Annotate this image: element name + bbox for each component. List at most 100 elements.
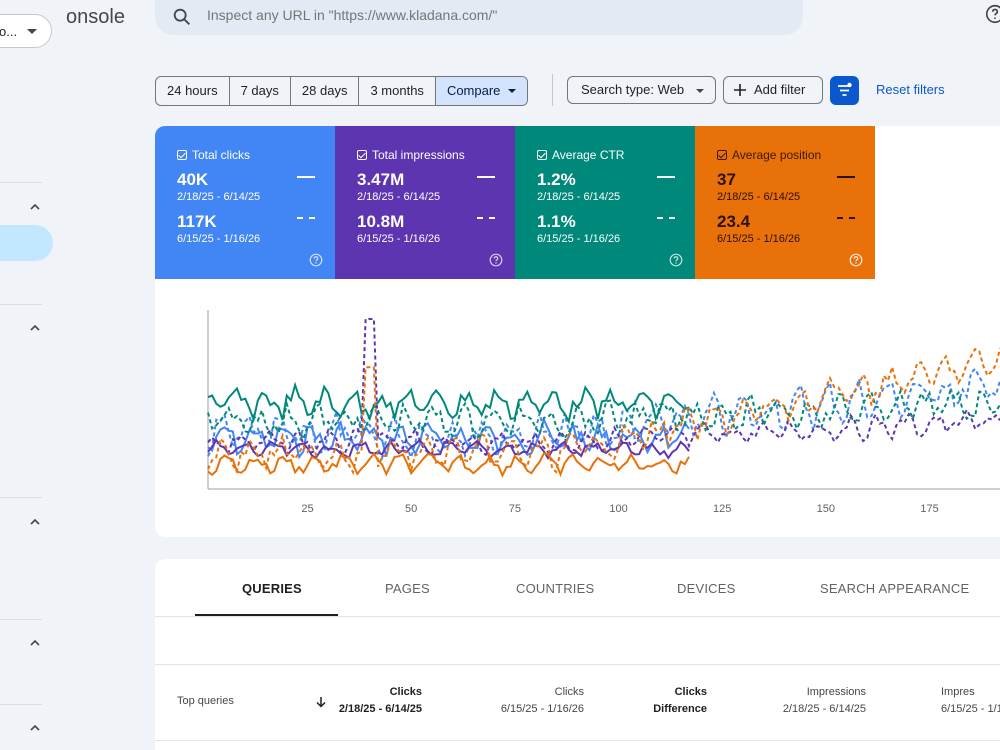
metric-range-current: 2/18/25 - 6/14/25: [357, 191, 441, 203]
solid-line-legend: [477, 176, 495, 178]
series-line: [207, 451, 690, 478]
solid-line-legend: [297, 176, 315, 178]
column-header-label: Clicks: [554, 686, 584, 698]
metric-card-average-position[interactable]: Average position 37 2/18/25 - 6/14/25 23…: [695, 126, 875, 279]
solid-line-legend: [837, 176, 855, 178]
x-tick-label: 50: [405, 503, 417, 515]
metric-label-row: Total impressions: [357, 148, 465, 162]
dashed-line-legend: [297, 217, 315, 219]
metric-value-current: 3.47M: [357, 170, 405, 189]
tab-pages[interactable]: PAGES: [385, 581, 430, 596]
metric-card-total-clicks[interactable]: Total clicks 40K 2/18/25 - 6/14/25 117K …: [155, 126, 335, 279]
range-compare-label: Compare: [446, 83, 501, 98]
sidebar-divider: [0, 304, 42, 305]
metric-label-row: Average position: [717, 148, 821, 162]
filter-settings-button[interactable]: [830, 76, 859, 105]
chevron-up-icon[interactable]: [30, 202, 40, 212]
metric-range-compare: 6/15/25 - 1/16/26: [537, 233, 621, 245]
x-axis-ticks: 25 50 75 100 125 150 175: [301, 503, 938, 515]
metric-card-total-impressions[interactable]: Total impressions 3.47M 2/18/25 - 6/14/2…: [335, 126, 515, 279]
date-range-selector: 24 hours 7 days 28 days 3 months Compare: [155, 76, 529, 106]
x-tick-label: 75: [509, 503, 521, 515]
metric-range-current: 2/18/25 - 6/14/25: [177, 191, 261, 203]
chevron-up-icon[interactable]: [30, 723, 40, 733]
range-3-months[interactable]: 3 months: [359, 77, 436, 105]
metric-card-average-ctr[interactable]: Average CTR 1.2% 2/18/25 - 6/14/25 1.1% …: [515, 126, 695, 279]
column-header-impressions-current[interactable]: Impressions 2/18/25 - 6/14/25: [756, 684, 866, 718]
metric-label: Total impressions: [372, 148, 465, 162]
x-tick-label: 125: [713, 503, 731, 515]
url-inspect-bar: [155, 0, 803, 35]
tab-search-appearance[interactable]: SEARCH APPEARANCE: [820, 581, 970, 596]
chevron-up-icon[interactable]: [30, 638, 40, 648]
series-line: [207, 367, 1000, 461]
range-28-days[interactable]: 28 days: [291, 77, 360, 105]
caret-down-icon: [696, 89, 704, 93]
series-line: [207, 416, 690, 460]
metric-value-compare: 117K: [177, 212, 217, 231]
active-tab-indicator: [195, 614, 338, 616]
metric-value-compare: 23.4: [717, 212, 751, 231]
column-header-clicks-compare[interactable]: Clicks 6/15/25 - 1/16/26: [484, 684, 584, 718]
column-header-impressions-compare[interactable]: Impres 6/15/25 - 1/16/: [941, 684, 1000, 718]
help-icon[interactable]: [669, 253, 683, 267]
check-icon[interactable]: [717, 150, 727, 160]
table-row-divider: [155, 740, 1000, 741]
add-filter-label: Add filter: [754, 82, 806, 97]
help-icon[interactable]: [984, 3, 1000, 25]
metric-value-compare: 1.1%: [537, 212, 576, 231]
chevron-up-icon[interactable]: [30, 323, 40, 333]
metric-value-current: 37: [717, 170, 736, 189]
add-filter-button[interactable]: Add filter: [723, 76, 823, 104]
table-divider: [155, 664, 1000, 665]
metric-label: Average position: [732, 148, 822, 162]
help-icon[interactable]: [489, 253, 503, 267]
sort-down-icon[interactable]: [315, 696, 327, 708]
column-header-label: Impressions: [806, 686, 866, 698]
tabs-divider: [155, 616, 1000, 617]
metric-range-compare: 6/15/25 - 1/16/26: [357, 233, 441, 245]
plus-icon: [734, 84, 746, 96]
app-name: onsole: [66, 6, 125, 28]
property-selector[interactable]: o...: [0, 14, 52, 48]
range-compare[interactable]: Compare: [435, 77, 528, 105]
column-header-clicks-difference[interactable]: Clicks Difference: [607, 684, 707, 718]
tab-queries[interactable]: QUERIES: [242, 581, 302, 596]
filter-separator: [552, 74, 553, 106]
column-header-clicks-current[interactable]: Clicks 2/18/25 - 6/14/25: [322, 684, 422, 718]
reset-filters-link[interactable]: Reset filters: [876, 82, 945, 97]
sidebar-divider: [0, 619, 42, 620]
metric-range-compare: 6/15/25 - 1/16/26: [177, 233, 261, 245]
search-type-label: Search type: Web: [581, 82, 685, 97]
column-header-subtitle: 6/15/25 - 1/16/26: [500, 703, 584, 715]
check-icon[interactable]: [177, 150, 187, 160]
metric-label-row: Average CTR: [537, 148, 624, 162]
tab-countries[interactable]: COUNTRIES: [516, 581, 595, 596]
metric-label: Total clicks: [192, 148, 251, 162]
column-header-top-queries[interactable]: Top queries: [177, 695, 234, 707]
help-icon[interactable]: [309, 253, 323, 267]
column-header-label: Clicks: [389, 686, 422, 698]
performance-chart[interactable]: 25 50 75 100 125 150 175: [155, 279, 1000, 529]
check-icon[interactable]: [537, 150, 547, 160]
range-24-hours[interactable]: 24 hours: [156, 77, 230, 105]
dashed-line-legend: [657, 217, 675, 219]
column-header-label: Clicks: [674, 686, 707, 698]
search-type-dropdown[interactable]: Search type: Web: [567, 76, 716, 104]
metric-range-compare: 6/15/25 - 1/16/26: [717, 233, 801, 245]
range-7-days[interactable]: 7 days: [230, 77, 291, 105]
help-icon[interactable]: [849, 253, 863, 267]
sidebar: o... onsole: [0, 0, 155, 750]
check-icon[interactable]: [357, 150, 367, 160]
metric-range-current: 2/18/25 - 6/14/25: [537, 191, 621, 203]
chevron-up-icon[interactable]: [30, 517, 40, 527]
url-inspect-input[interactable]: [205, 6, 769, 24]
metric-value-current: 40K: [177, 170, 209, 189]
tab-devices[interactable]: DEVICES: [677, 581, 736, 596]
x-tick-label: 150: [817, 503, 835, 515]
series-line: [207, 387, 1000, 442]
sidebar-divider: [0, 497, 42, 498]
filter-icon: [838, 82, 852, 96]
sidebar-divider: [0, 704, 42, 705]
sidebar-item-active[interactable]: [0, 225, 53, 261]
